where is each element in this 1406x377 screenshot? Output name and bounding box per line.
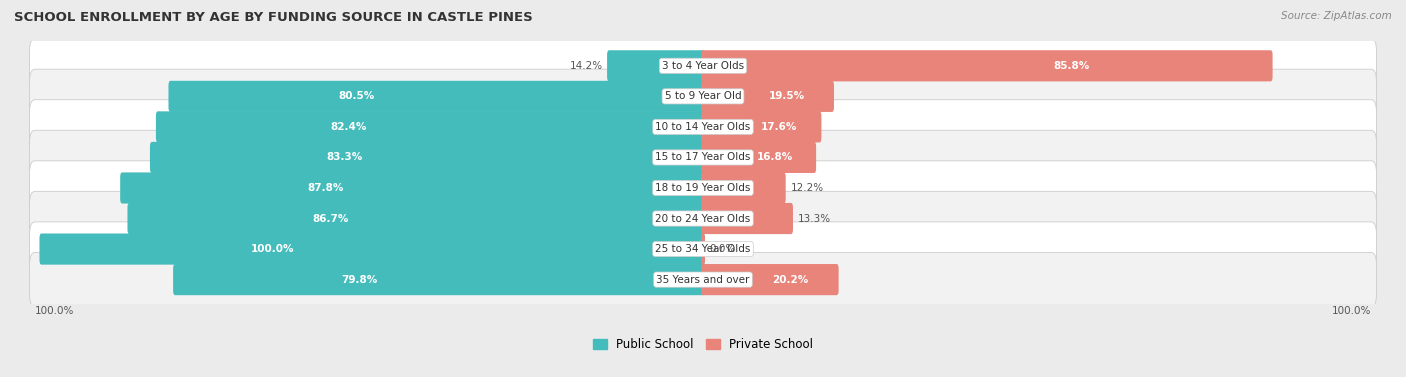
Text: 100.0%: 100.0%	[1331, 306, 1371, 316]
FancyBboxPatch shape	[702, 111, 821, 143]
FancyBboxPatch shape	[173, 264, 704, 295]
Text: 100.0%: 100.0%	[35, 306, 75, 316]
Text: 80.5%: 80.5%	[339, 91, 375, 101]
Text: 25 to 34 Year Olds: 25 to 34 Year Olds	[655, 244, 751, 254]
Legend: Public School, Private School: Public School, Private School	[588, 334, 818, 356]
Text: Source: ZipAtlas.com: Source: ZipAtlas.com	[1281, 11, 1392, 21]
FancyBboxPatch shape	[702, 50, 1272, 81]
FancyBboxPatch shape	[30, 161, 1376, 215]
FancyBboxPatch shape	[128, 203, 704, 234]
Text: 0.0%: 0.0%	[710, 244, 735, 254]
Text: 12.2%: 12.2%	[790, 183, 824, 193]
Text: SCHOOL ENROLLMENT BY AGE BY FUNDING SOURCE IN CASTLE PINES: SCHOOL ENROLLMENT BY AGE BY FUNDING SOUR…	[14, 11, 533, 24]
Text: 85.8%: 85.8%	[1054, 61, 1090, 71]
FancyBboxPatch shape	[702, 233, 704, 265]
Text: 20 to 24 Year Olds: 20 to 24 Year Olds	[655, 213, 751, 224]
Text: 86.7%: 86.7%	[312, 213, 349, 224]
FancyBboxPatch shape	[702, 172, 786, 204]
Text: 10 to 14 Year Olds: 10 to 14 Year Olds	[655, 122, 751, 132]
FancyBboxPatch shape	[702, 264, 838, 295]
Text: 16.8%: 16.8%	[756, 152, 793, 162]
Text: 79.8%: 79.8%	[342, 274, 378, 285]
FancyBboxPatch shape	[30, 69, 1376, 124]
Text: 83.3%: 83.3%	[326, 152, 363, 162]
Text: 3 to 4 Year Olds: 3 to 4 Year Olds	[662, 61, 744, 71]
FancyBboxPatch shape	[702, 81, 834, 112]
FancyBboxPatch shape	[39, 233, 704, 265]
Text: 20.2%: 20.2%	[772, 274, 808, 285]
FancyBboxPatch shape	[150, 142, 704, 173]
FancyBboxPatch shape	[702, 203, 793, 234]
Text: 18 to 19 Year Olds: 18 to 19 Year Olds	[655, 183, 751, 193]
FancyBboxPatch shape	[30, 253, 1376, 307]
FancyBboxPatch shape	[30, 222, 1376, 276]
Text: 35 Years and over: 35 Years and over	[657, 274, 749, 285]
FancyBboxPatch shape	[702, 142, 815, 173]
Text: 5 to 9 Year Old: 5 to 9 Year Old	[665, 91, 741, 101]
FancyBboxPatch shape	[156, 111, 704, 143]
Text: 19.5%: 19.5%	[769, 91, 804, 101]
FancyBboxPatch shape	[169, 81, 704, 112]
Text: 15 to 17 Year Olds: 15 to 17 Year Olds	[655, 152, 751, 162]
Text: 13.3%: 13.3%	[797, 213, 831, 224]
Text: 14.2%: 14.2%	[569, 61, 602, 71]
Text: 87.8%: 87.8%	[308, 183, 343, 193]
FancyBboxPatch shape	[30, 100, 1376, 154]
FancyBboxPatch shape	[607, 50, 704, 81]
FancyBboxPatch shape	[30, 130, 1376, 185]
FancyBboxPatch shape	[30, 192, 1376, 246]
Text: 17.6%: 17.6%	[761, 122, 797, 132]
FancyBboxPatch shape	[30, 38, 1376, 93]
Text: 100.0%: 100.0%	[252, 244, 295, 254]
Text: 82.4%: 82.4%	[330, 122, 367, 132]
FancyBboxPatch shape	[120, 172, 704, 204]
